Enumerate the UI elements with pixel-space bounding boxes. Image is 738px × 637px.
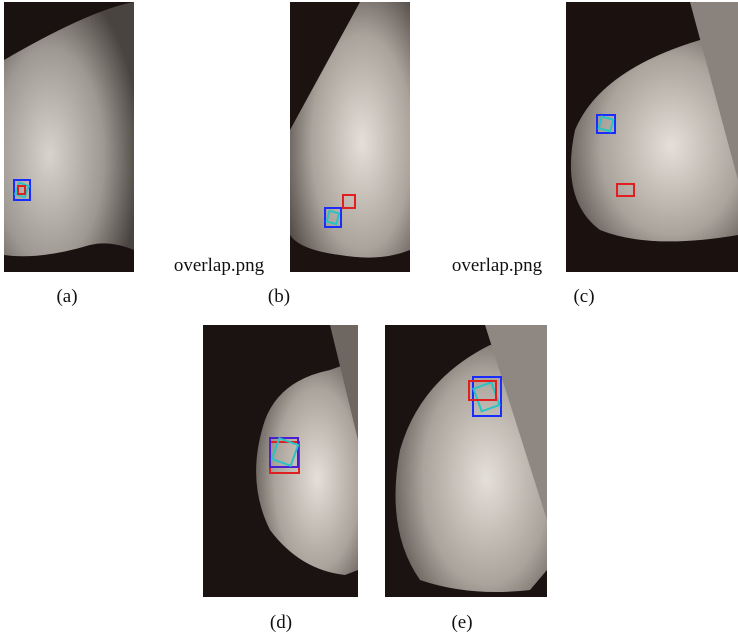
caption: (d) [270,612,292,633]
caption: (e) [451,612,472,633]
placeholder-label: overlap.png [452,255,543,276]
placeholder-label: overlap.png [174,255,265,276]
caption: (a) [56,286,77,307]
panel-d: (d) [203,325,358,633]
caption: (c) [573,286,594,307]
caption: (b) [268,286,290,307]
panel-b: overlap.png (b) [174,2,410,307]
panel-e: (e) [385,325,547,633]
panel-a: (a) [4,2,134,307]
figure: (a) overlap.png (b) overlap.png (c) (d) [0,0,738,637]
panel-c: overlap.png (c) [452,2,738,307]
